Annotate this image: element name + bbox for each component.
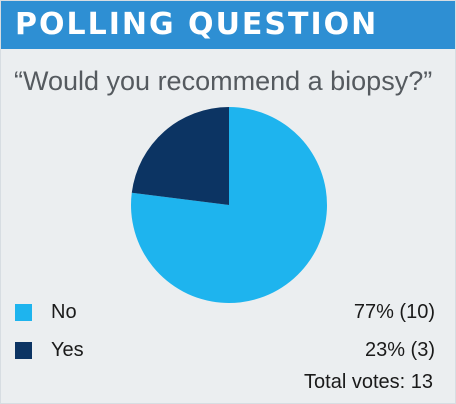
- pie-chart: [131, 107, 327, 303]
- pie-slice-yes: [131, 107, 229, 205]
- legend-swatch-no: [15, 304, 32, 321]
- legend-item-no: No 77% (10): [15, 299, 435, 325]
- poll-title: POLLING QUESTION: [15, 7, 379, 42]
- legend-label-yes: Yes: [51, 339, 84, 361]
- poll-question: “Would you recommend a biopsy?”: [14, 66, 433, 96]
- legend-swatch-yes: [15, 342, 32, 359]
- legend-value-no: 77% (10): [353, 301, 435, 323]
- legend-item-yes: Yes 23% (3): [15, 337, 435, 363]
- legend-label-no: No: [51, 301, 77, 323]
- total-votes: Total votes: 13: [304, 371, 433, 393]
- poll-header: POLLING QUESTION: [1, 1, 455, 49]
- legend-value-yes: 23% (3): [364, 339, 435, 361]
